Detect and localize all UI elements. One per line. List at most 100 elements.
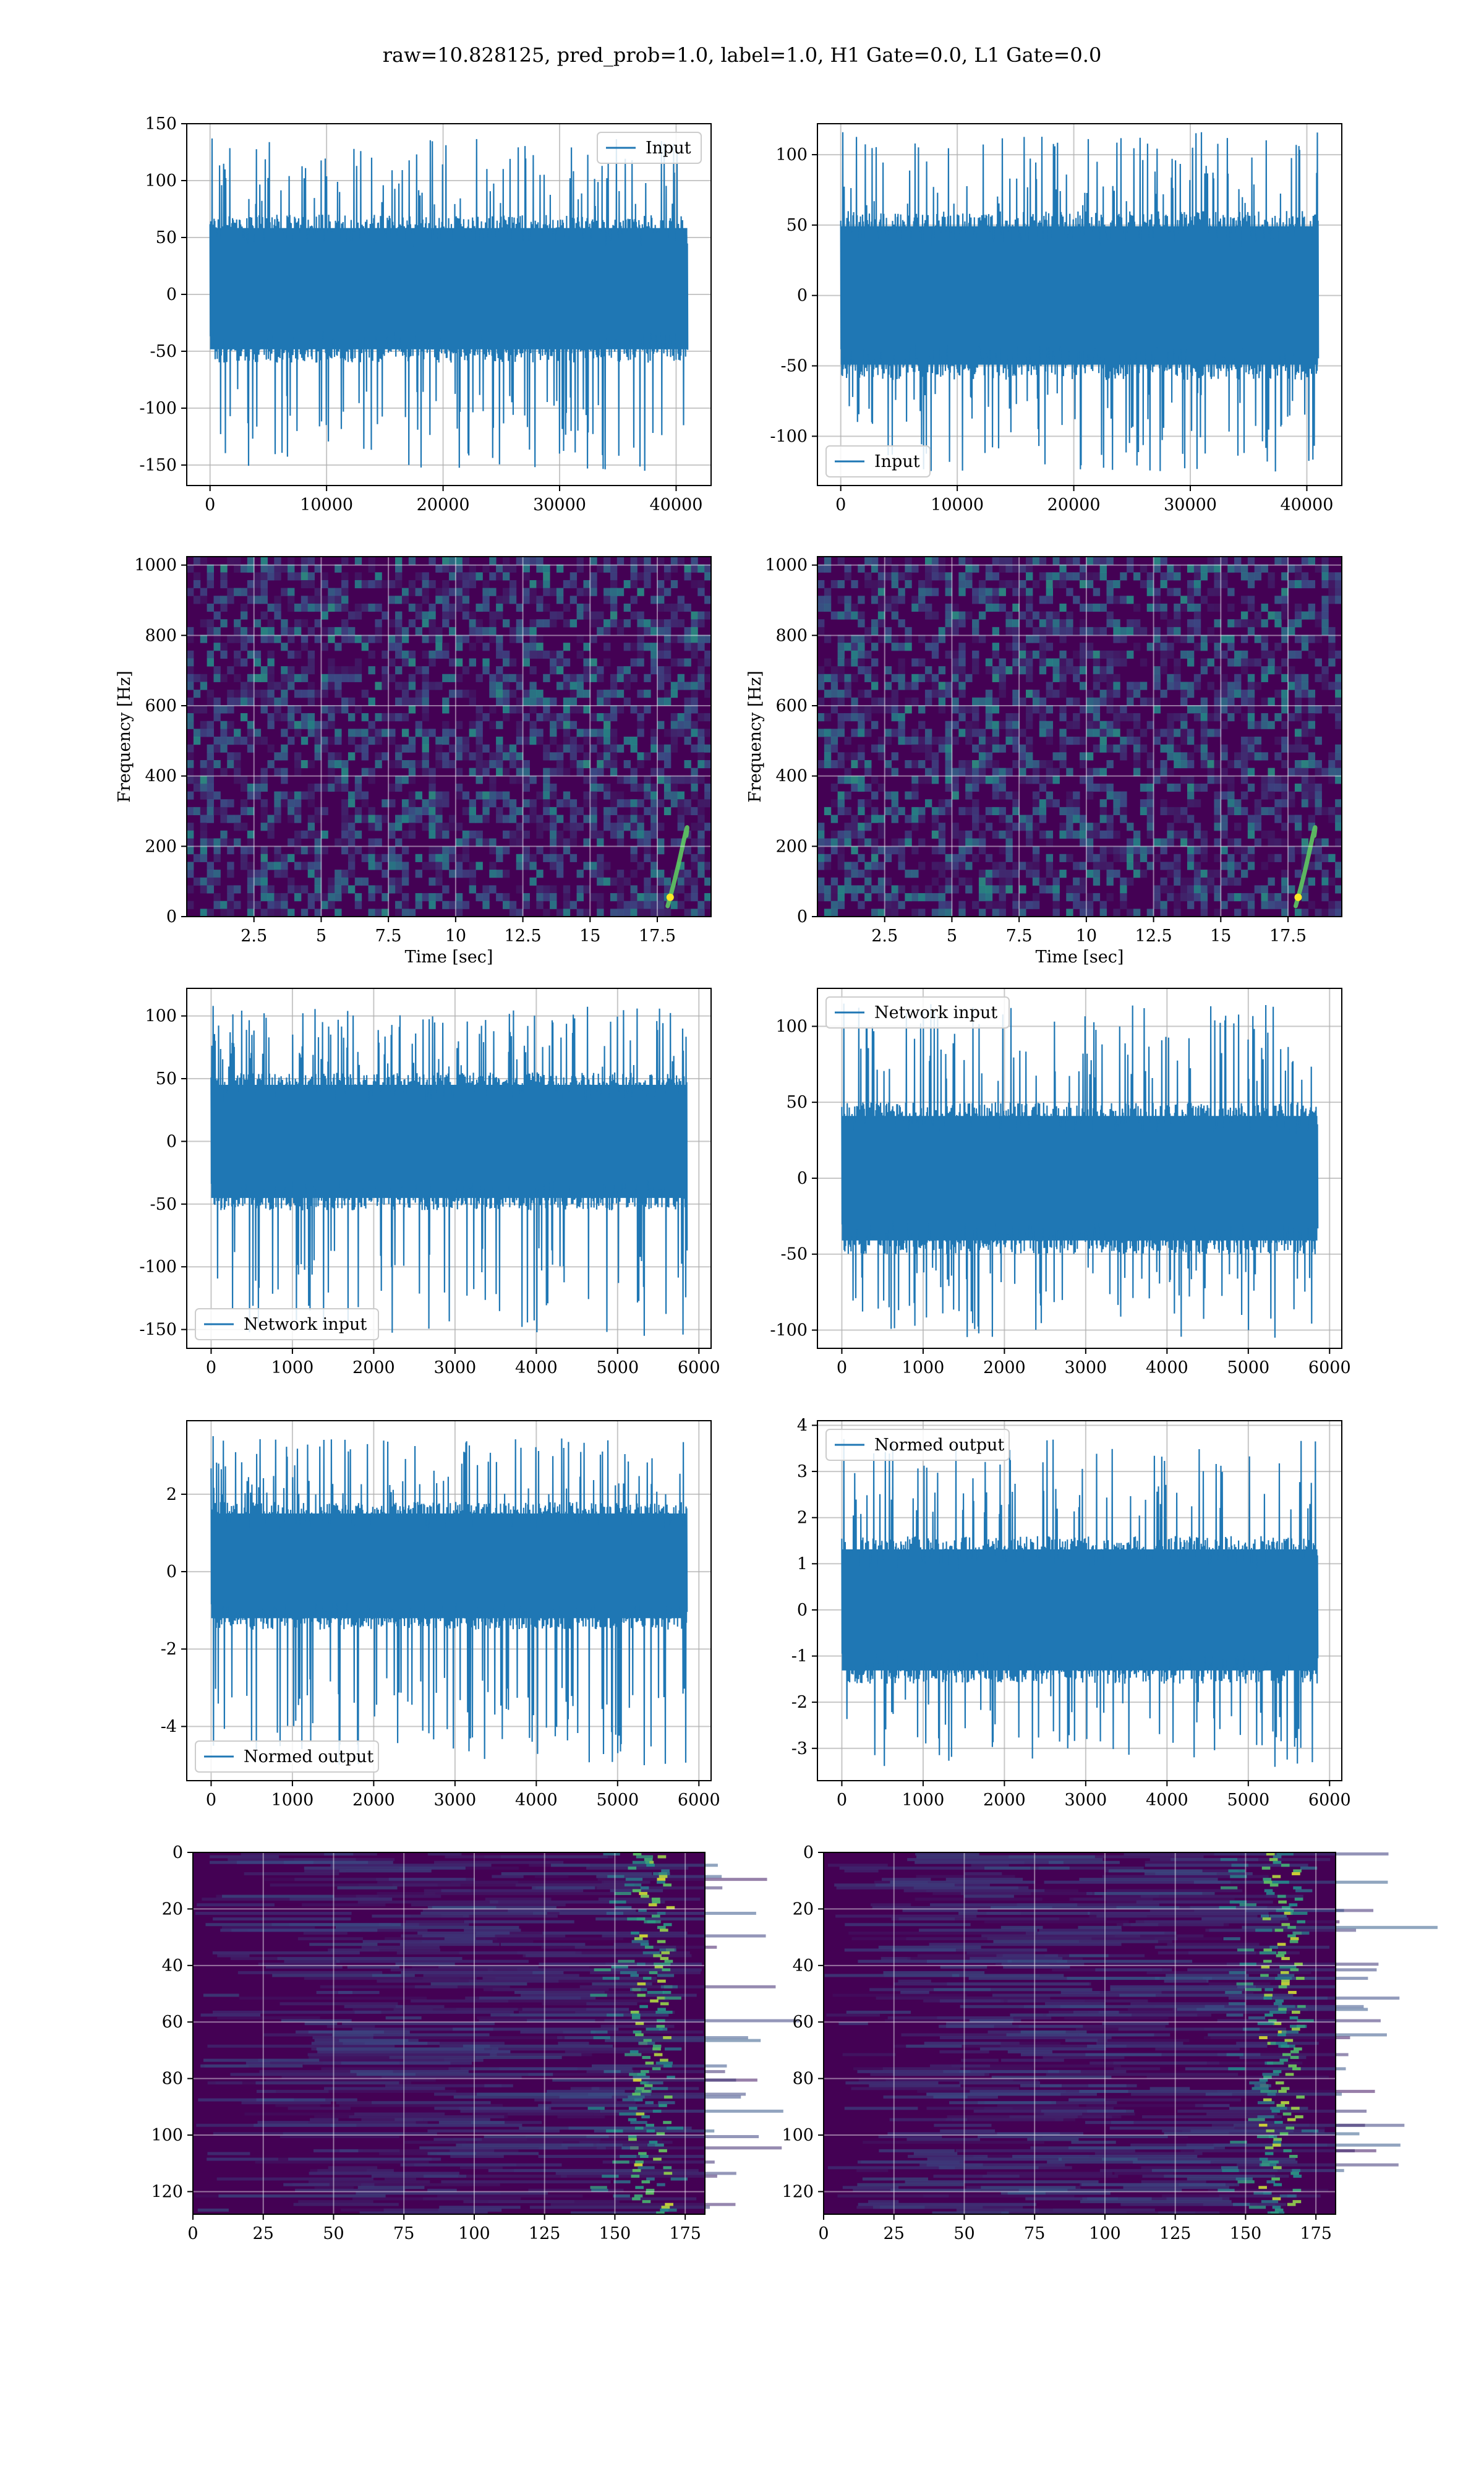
heatmap-cell [1032, 776, 1040, 784]
heatmap-cell [415, 791, 423, 800]
heatmap-cell [1335, 760, 1342, 769]
heatmap-cell [1321, 674, 1329, 682]
heatmap-cell [361, 752, 369, 761]
heatmap-cell [891, 815, 898, 823]
heatmap-cell [677, 862, 685, 870]
heatmap-cell [610, 729, 618, 737]
heatmap-cell [1261, 752, 1268, 761]
image-streak [597, 2146, 782, 2150]
heatmap-cell [254, 870, 262, 878]
heatmap-cell [502, 697, 510, 706]
image-hot-pixel [635, 2033, 644, 2037]
heatmap-cell [1187, 596, 1195, 604]
heatmap-cell [314, 619, 322, 628]
heatmap-cell [1234, 650, 1242, 659]
heatmap-cell [691, 885, 698, 894]
heatmap-cell [583, 658, 591, 667]
heatmap-cell [576, 603, 584, 612]
heatmap-cell [442, 862, 450, 870]
heatmap-cell [543, 705, 550, 714]
image-streak [339, 1869, 432, 1873]
image-hot-pixel [627, 1917, 644, 1921]
heatmap-cell [1019, 909, 1026, 917]
chart-ts-right-normed: 0 1000 2000 3000 4000 5000 6000-3-2-101234Norm… [791, 1416, 1351, 1810]
heatmap-cell [830, 799, 838, 808]
heatmap-cell [556, 650, 564, 659]
heatmap-cell [1073, 737, 1080, 745]
heatmap-cell [1046, 580, 1054, 589]
image-streak [304, 1869, 346, 1873]
image-hot-pixel [637, 1982, 646, 1986]
y-tick-label: 800 [145, 626, 177, 645]
heatmap-cell [529, 635, 537, 643]
heatmap-cell [529, 666, 537, 675]
heatmap-cell [307, 870, 315, 878]
heatmap-cell [663, 760, 672, 769]
heatmap-cell [898, 846, 905, 855]
heatmap-cell [999, 830, 1006, 839]
heatmap-cell [891, 572, 898, 581]
heatmap-cell [348, 713, 356, 722]
heatmap-cell [864, 729, 872, 737]
x-tick-label: 6000 [678, 1358, 720, 1377]
heatmap-cell [435, 807, 443, 816]
heatmap-cell [1086, 643, 1094, 651]
heatmap-cell [1146, 760, 1154, 769]
heatmap-cell [1127, 877, 1134, 886]
image-hot-pixel [639, 1934, 648, 1938]
image-hot-pixel [661, 2206, 670, 2209]
heatmap-cell [475, 603, 483, 612]
heatmap-cell [281, 713, 288, 722]
heatmap-cell [469, 627, 476, 636]
heatmap-cell [543, 893, 550, 902]
heatmap-cell [1019, 885, 1026, 894]
heatmap-cell [891, 697, 898, 706]
heatmap-cell [1221, 690, 1228, 698]
heatmap-cell [247, 721, 255, 729]
heatmap-cell [978, 776, 986, 784]
y-tick-label: 100 [145, 1007, 177, 1026]
heatmap-cell [401, 588, 409, 596]
heatmap-cell [247, 893, 255, 902]
heatmap-cell [1335, 901, 1342, 909]
heatmap-cell [1073, 674, 1080, 682]
heatmap-cell [644, 564, 651, 573]
heatmap-cell [851, 830, 858, 839]
heatmap-cell [1281, 572, 1289, 581]
image-hot-pixel [1278, 2044, 1295, 2048]
heatmap-cell [978, 830, 986, 839]
image-streak [1069, 1898, 1153, 1901]
heatmap-cell [877, 596, 885, 604]
heatmap-cell [1167, 752, 1174, 761]
heatmap-cell [623, 877, 631, 886]
image-streak [1000, 2044, 1127, 2048]
heatmap-cell [1180, 697, 1188, 706]
heatmap-cell [429, 846, 436, 855]
heatmap-cell [328, 635, 335, 643]
heatmap-cell [1221, 650, 1228, 659]
heatmap-cell [1086, 870, 1094, 878]
heatmap-cell [288, 674, 295, 682]
heatmap-cell [1315, 674, 1322, 682]
heatmap-cell [1281, 760, 1289, 769]
heatmap-cell [1281, 776, 1289, 784]
heatmap-cell [1321, 596, 1329, 604]
image-streak [331, 1948, 380, 1952]
heatmap-cell [1073, 697, 1080, 706]
heatmap-cell [1113, 627, 1120, 636]
heatmap-cell [992, 666, 1000, 675]
heatmap-cell [435, 564, 443, 573]
heatmap-cell [348, 799, 356, 808]
heatmap-cell [1193, 799, 1201, 808]
image-streak [586, 2002, 638, 2006]
heatmap-cell [422, 650, 429, 659]
image-streak [519, 2126, 683, 2130]
image-streak [313, 2149, 359, 2152]
image-streak [570, 2211, 659, 2215]
heatmap-cell [563, 697, 571, 706]
heatmap-cell [1301, 557, 1309, 565]
image-hot-pixel [1297, 2005, 1306, 2008]
image-streak [884, 2019, 994, 2022]
heatmap-cell [1193, 643, 1201, 651]
heatmap-cell [697, 815, 705, 823]
